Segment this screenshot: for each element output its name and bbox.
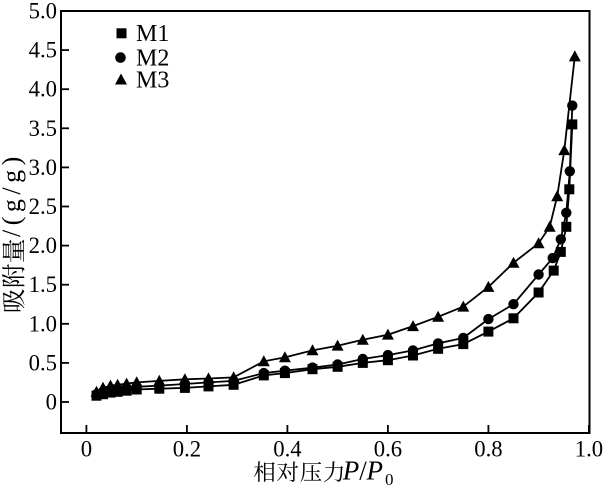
svg-text:0.5: 0.5 (29, 350, 57, 375)
svg-text:0: 0 (385, 470, 394, 489)
svg-text:0: 0 (46, 390, 57, 415)
svg-text:0.4: 0.4 (273, 437, 301, 462)
svg-text:1.5: 1.5 (29, 272, 57, 297)
svg-text:P: P (366, 456, 384, 486)
svg-text:4.5: 4.5 (29, 38, 57, 63)
svg-text:1.0: 1.0 (29, 311, 57, 336)
svg-text:1.0: 1.0 (575, 437, 603, 462)
svg-text:/: / (359, 456, 367, 486)
svg-text:0.8: 0.8 (474, 437, 502, 462)
svg-text:5.0: 5.0 (29, 0, 57, 24)
svg-text:/(g/g): /(g/g) (0, 152, 26, 237)
svg-text:0.6: 0.6 (374, 437, 402, 462)
svg-text:3.5: 3.5 (29, 116, 57, 141)
svg-text:2.5: 2.5 (29, 194, 57, 219)
svg-text:M2: M2 (136, 45, 169, 71)
svg-text:M1: M1 (136, 21, 169, 47)
svg-text:3.0: 3.0 (29, 155, 57, 180)
svg-text:M3: M3 (136, 67, 169, 93)
svg-text:P: P (342, 456, 360, 486)
svg-text:2.0: 2.0 (29, 233, 57, 258)
svg-text:0.2: 0.2 (173, 437, 201, 462)
svg-text:0: 0 (81, 437, 92, 462)
svg-text:4.0: 4.0 (29, 77, 57, 102)
